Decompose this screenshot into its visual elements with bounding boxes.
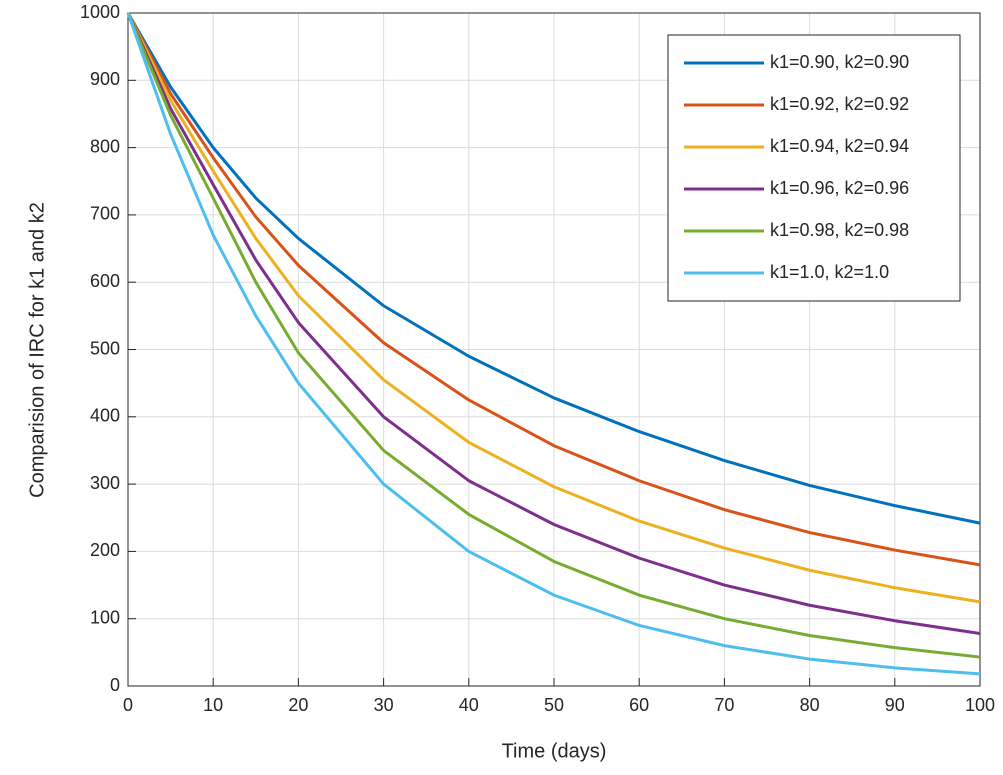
series-line <box>126 12 981 567</box>
legend-box <box>667 34 961 302</box>
y-tick-label: 1000 <box>80 2 120 22</box>
series-line <box>126 12 981 676</box>
x-tick-label: 60 <box>629 695 649 715</box>
legend-label: k1=0.94, k2=0.94 <box>770 136 909 156</box>
x-tick-label: 20 <box>288 695 308 715</box>
legend-label: k1=0.98, k2=0.98 <box>770 220 909 240</box>
y-tick-label: 500 <box>90 338 120 358</box>
x-tick-label: 40 <box>459 695 479 715</box>
y-tick-label: 0 <box>110 675 120 695</box>
legend-label: k1=1.0, k2=1.0 <box>770 262 889 282</box>
x-tick-label: 90 <box>885 695 905 715</box>
legend-label: k1=0.90, k2=0.90 <box>770 52 909 72</box>
y-axis-label: Comparision of IRC for k1 and k2 <box>26 202 48 498</box>
x-tick-label: 10 <box>203 695 223 715</box>
y-tick-label: 900 <box>90 69 120 89</box>
x-axis-label: Time (days) <box>502 740 607 762</box>
legend-label: k1=0.96, k2=0.96 <box>770 178 909 198</box>
series-line <box>126 12 981 635</box>
y-tick-label: 100 <box>90 607 120 627</box>
y-tick-label: 800 <box>90 136 120 156</box>
x-tick-label: 100 <box>965 695 995 715</box>
series-line <box>126 12 981 604</box>
y-tick-label: 200 <box>90 540 120 560</box>
y-tick-label: 600 <box>90 271 120 291</box>
y-tick-label: 400 <box>90 406 120 426</box>
x-tick-label: 80 <box>800 695 820 715</box>
y-tick-label: 700 <box>90 204 120 224</box>
x-tick-label: 70 <box>714 695 734 715</box>
x-tick-label: 30 <box>374 695 394 715</box>
plot-frame <box>127 12 981 687</box>
y-tick-label: 300 <box>90 473 120 493</box>
x-tick-label: 0 <box>123 695 133 715</box>
x-tick-label: 50 <box>544 695 564 715</box>
series-line <box>126 12 981 525</box>
legend-label: k1=0.92, k2=0.92 <box>770 94 909 114</box>
series-line <box>126 12 981 659</box>
